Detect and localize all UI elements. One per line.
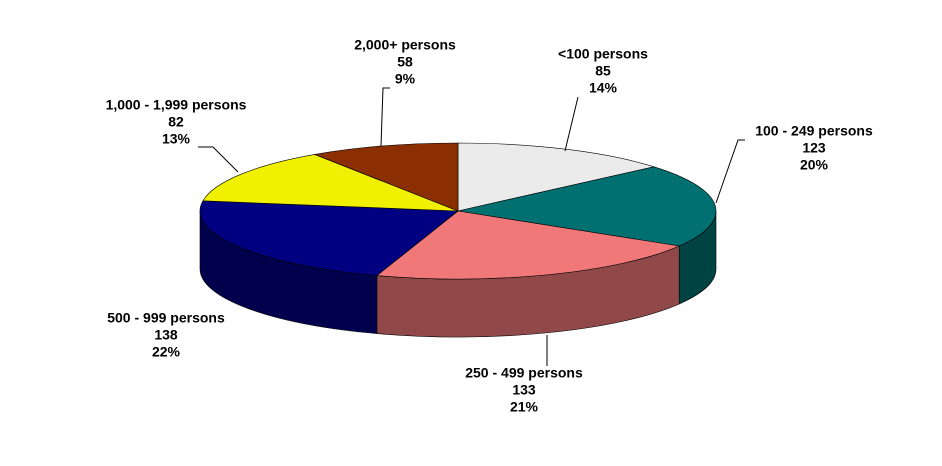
category-label: 2,000+ persons (354, 37, 456, 53)
percent-label: 21% (510, 399, 539, 415)
category-label: 100 - 249 persons (755, 123, 873, 139)
percent-label: 22% (152, 344, 181, 360)
percent-label: 13% (162, 131, 191, 147)
slice (202, 154, 459, 212)
leader-line (380, 87, 390, 147)
pie-tops (199, 142, 717, 280)
value-label: 58 (397, 54, 413, 70)
value-label: 82 (168, 114, 184, 130)
category-label: 250 - 499 persons (465, 365, 583, 381)
category-label: 500 - 999 persons (107, 310, 225, 326)
slice (376, 210, 681, 280)
leader-line (715, 139, 745, 204)
slice (457, 166, 717, 247)
percent-label: 14% (589, 80, 618, 96)
category-label: 1,000 - 1,999 persons (106, 97, 247, 113)
value-label: 133 (512, 382, 536, 398)
value-label: 123 (802, 140, 826, 156)
percent-label: 9% (395, 71, 416, 87)
pie-sides (199, 210, 717, 338)
value-label: 85 (595, 63, 611, 79)
leader-line (198, 146, 239, 173)
category-label: <100 persons (558, 46, 648, 62)
slice (199, 200, 459, 276)
leader-line (564, 96, 579, 152)
value-label: 138 (154, 327, 178, 343)
percent-label: 20% (800, 157, 829, 173)
slice (313, 142, 459, 212)
